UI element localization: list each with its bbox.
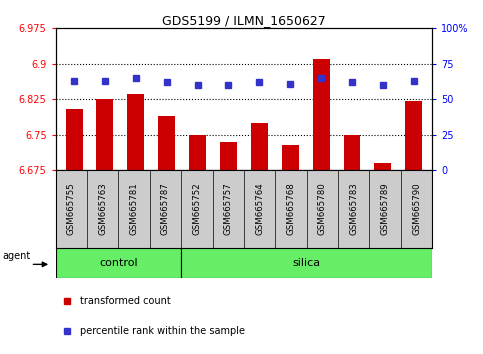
Text: GSM665752: GSM665752: [192, 182, 201, 235]
Text: GSM665764: GSM665764: [255, 182, 264, 235]
Bar: [374, 163, 391, 170]
Text: transformed count: transformed count: [80, 296, 171, 306]
Text: control: control: [99, 258, 138, 268]
Text: GSM665787: GSM665787: [161, 182, 170, 235]
Bar: [313, 59, 329, 170]
Bar: [158, 116, 175, 170]
Text: GSM665780: GSM665780: [318, 182, 327, 235]
Bar: [251, 123, 268, 170]
Bar: [66, 109, 83, 170]
Bar: [56, 248, 181, 278]
Title: GDS5199 / ILMN_1650627: GDS5199 / ILMN_1650627: [162, 14, 326, 27]
Text: percentile rank within the sample: percentile rank within the sample: [80, 326, 245, 336]
Bar: [128, 95, 144, 170]
Bar: [181, 248, 432, 278]
Bar: [343, 135, 360, 170]
Text: GSM665783: GSM665783: [349, 182, 358, 235]
Text: GSM665757: GSM665757: [224, 182, 233, 235]
Bar: [405, 102, 422, 170]
Text: GSM665768: GSM665768: [286, 182, 296, 235]
Bar: [97, 99, 114, 170]
Text: GSM665781: GSM665781: [129, 182, 139, 235]
Text: GSM665789: GSM665789: [381, 183, 390, 235]
Text: agent: agent: [3, 251, 31, 261]
Text: silica: silica: [293, 258, 321, 268]
Bar: [220, 142, 237, 170]
Text: GSM665755: GSM665755: [67, 182, 76, 235]
Text: GSM665763: GSM665763: [98, 182, 107, 235]
Bar: [189, 135, 206, 170]
Text: GSM665790: GSM665790: [412, 183, 421, 235]
Bar: [282, 145, 298, 170]
